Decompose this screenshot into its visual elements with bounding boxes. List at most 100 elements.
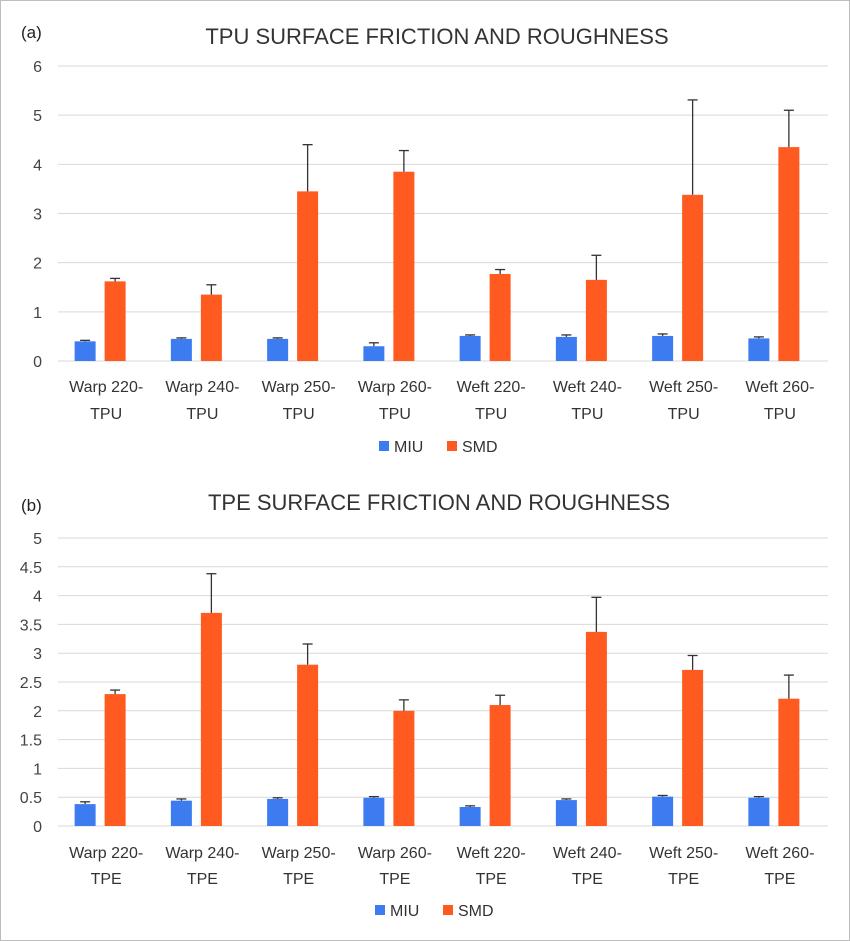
- error-bar: [783, 674, 794, 699]
- bar-smd: [297, 664, 319, 826]
- x-tick-label: TPU: [283, 406, 315, 423]
- panel-a-bars: [74, 147, 800, 361]
- bar-miu: [74, 804, 96, 826]
- panel-b-error-bars: [80, 573, 794, 807]
- error-bar: [272, 797, 283, 799]
- panel-a-gridlines: [58, 65, 828, 362]
- error-bar: [753, 336, 764, 339]
- x-tick-label: TPE: [283, 871, 314, 888]
- x-tick-label: TPE: [91, 871, 122, 888]
- bar-miu: [170, 338, 192, 361]
- error-bar: [206, 284, 217, 295]
- x-tick-label: TPE: [572, 871, 603, 888]
- x-tick-label: Warp 220-: [69, 845, 143, 862]
- error-bar: [591, 596, 602, 632]
- error-bar: [80, 339, 91, 342]
- y-tick-label: 0: [33, 354, 42, 371]
- panel-a-x-axis: Warp 220- TPU Warp 240- TPU Warp 250- TPU Warp…: [69, 379, 814, 423]
- x-tick-label: Weft 240-: [553, 845, 622, 862]
- y-tick-label: 1: [33, 305, 42, 322]
- legend-label-smd: SMD: [462, 439, 498, 456]
- legend-label-smd: SMD: [458, 903, 494, 920]
- error-bar: [110, 689, 121, 695]
- x-tick-label: Weft 250-: [649, 379, 718, 396]
- x-tick-label: Weft 250-: [649, 845, 718, 862]
- error-bar: [80, 801, 91, 805]
- y-tick-label: 2: [33, 256, 42, 273]
- y-tick-label: 0.5: [20, 790, 42, 807]
- error-bar: [368, 795, 379, 798]
- bar-miu: [170, 800, 192, 826]
- bar-miu: [74, 341, 96, 361]
- y-tick-label: 0: [33, 819, 42, 836]
- x-tick-label: Weft 220-: [457, 845, 526, 862]
- error-bar: [591, 254, 602, 280]
- x-tick-label: Warp 220-: [69, 379, 143, 396]
- error-bar: [398, 149, 409, 172]
- x-tick-label: TPE: [764, 871, 795, 888]
- error-bar: [302, 144, 313, 192]
- bar-smd: [682, 194, 704, 361]
- error-bar: [368, 342, 379, 347]
- legend-label-miu: MIU: [394, 439, 423, 456]
- error-bar: [561, 798, 572, 801]
- y-tick-label: 4.5: [20, 560, 42, 577]
- bar-miu: [267, 798, 289, 826]
- legend-swatch-miu: [375, 905, 385, 915]
- error-bar: [398, 699, 409, 711]
- bar-miu: [555, 800, 577, 826]
- bar-smd: [104, 281, 126, 361]
- x-tick-label: Warp 260-: [358, 379, 432, 396]
- panel-b: (b) TPE SURFACE FRICTION AND ROUGHNESS 0…: [20, 490, 828, 920]
- panel-b-x-axis: Warp 220- TPE Warp 240- TPE Warp 250- TPE Warp…: [69, 845, 814, 888]
- error-bar: [753, 795, 764, 798]
- panel-b-bars: [74, 612, 800, 826]
- x-tick-label: TPU: [764, 406, 796, 423]
- panel-a-y-axis: 0 1 2 3 4 5 6: [33, 59, 42, 371]
- y-tick-label: 5: [33, 108, 42, 125]
- bar-smd: [585, 279, 607, 361]
- x-tick-label: TPE: [476, 871, 507, 888]
- error-bar: [176, 337, 187, 339]
- x-tick-label: Weft 260-: [745, 845, 814, 862]
- bar-smd: [778, 698, 800, 826]
- error-bar: [465, 805, 476, 807]
- error-bar: [687, 654, 698, 670]
- panel-a-legend: MIU SMD: [379, 439, 498, 456]
- panel-b-y-axis: 0 0.5 1 1.5 2 2.5 3 3.5 4 4.5 5: [20, 531, 42, 836]
- error-bar: [272, 337, 283, 339]
- error-bar: [657, 794, 668, 797]
- bar-miu: [267, 338, 289, 361]
- bar-miu: [748, 797, 770, 826]
- x-tick-label: TPE: [187, 871, 218, 888]
- error-bar: [495, 268, 506, 274]
- panel-b-title: TPE SURFACE FRICTION AND ROUGHNESS: [208, 490, 670, 515]
- error-bar: [687, 99, 698, 195]
- panel-b-legend: MIU SMD: [375, 903, 494, 920]
- x-tick-label: TPU: [475, 406, 507, 423]
- x-tick-label: Weft 240-: [553, 379, 622, 396]
- error-bar: [561, 334, 572, 337]
- error-bar: [206, 573, 217, 613]
- y-tick-label: 2: [33, 704, 42, 721]
- bar-smd: [200, 612, 222, 826]
- x-tick-label: Weft 260-: [745, 379, 814, 396]
- error-bar: [495, 694, 506, 706]
- y-tick-label: 4: [33, 157, 42, 174]
- bar-miu: [363, 346, 385, 361]
- error-bar: [176, 798, 187, 801]
- error-bar: [657, 333, 668, 336]
- x-tick-label: TPU: [186, 406, 218, 423]
- error-bar: [302, 643, 313, 665]
- x-tick-label: TPU: [571, 406, 603, 423]
- bar-miu: [363, 797, 385, 826]
- x-tick-label: Warp 240-: [165, 379, 239, 396]
- legend-label-miu: MIU: [390, 903, 419, 920]
- y-tick-label: 6: [33, 59, 42, 76]
- panel-b-gridlines: [58, 537, 828, 827]
- y-tick-label: 3: [33, 646, 42, 663]
- panel-a: (a) TPU SURFACE FRICTION AND ROUGHNESS 0…: [21, 23, 828, 456]
- x-tick-label: Warp 250-: [262, 845, 336, 862]
- x-tick-label: Warp 250-: [262, 379, 336, 396]
